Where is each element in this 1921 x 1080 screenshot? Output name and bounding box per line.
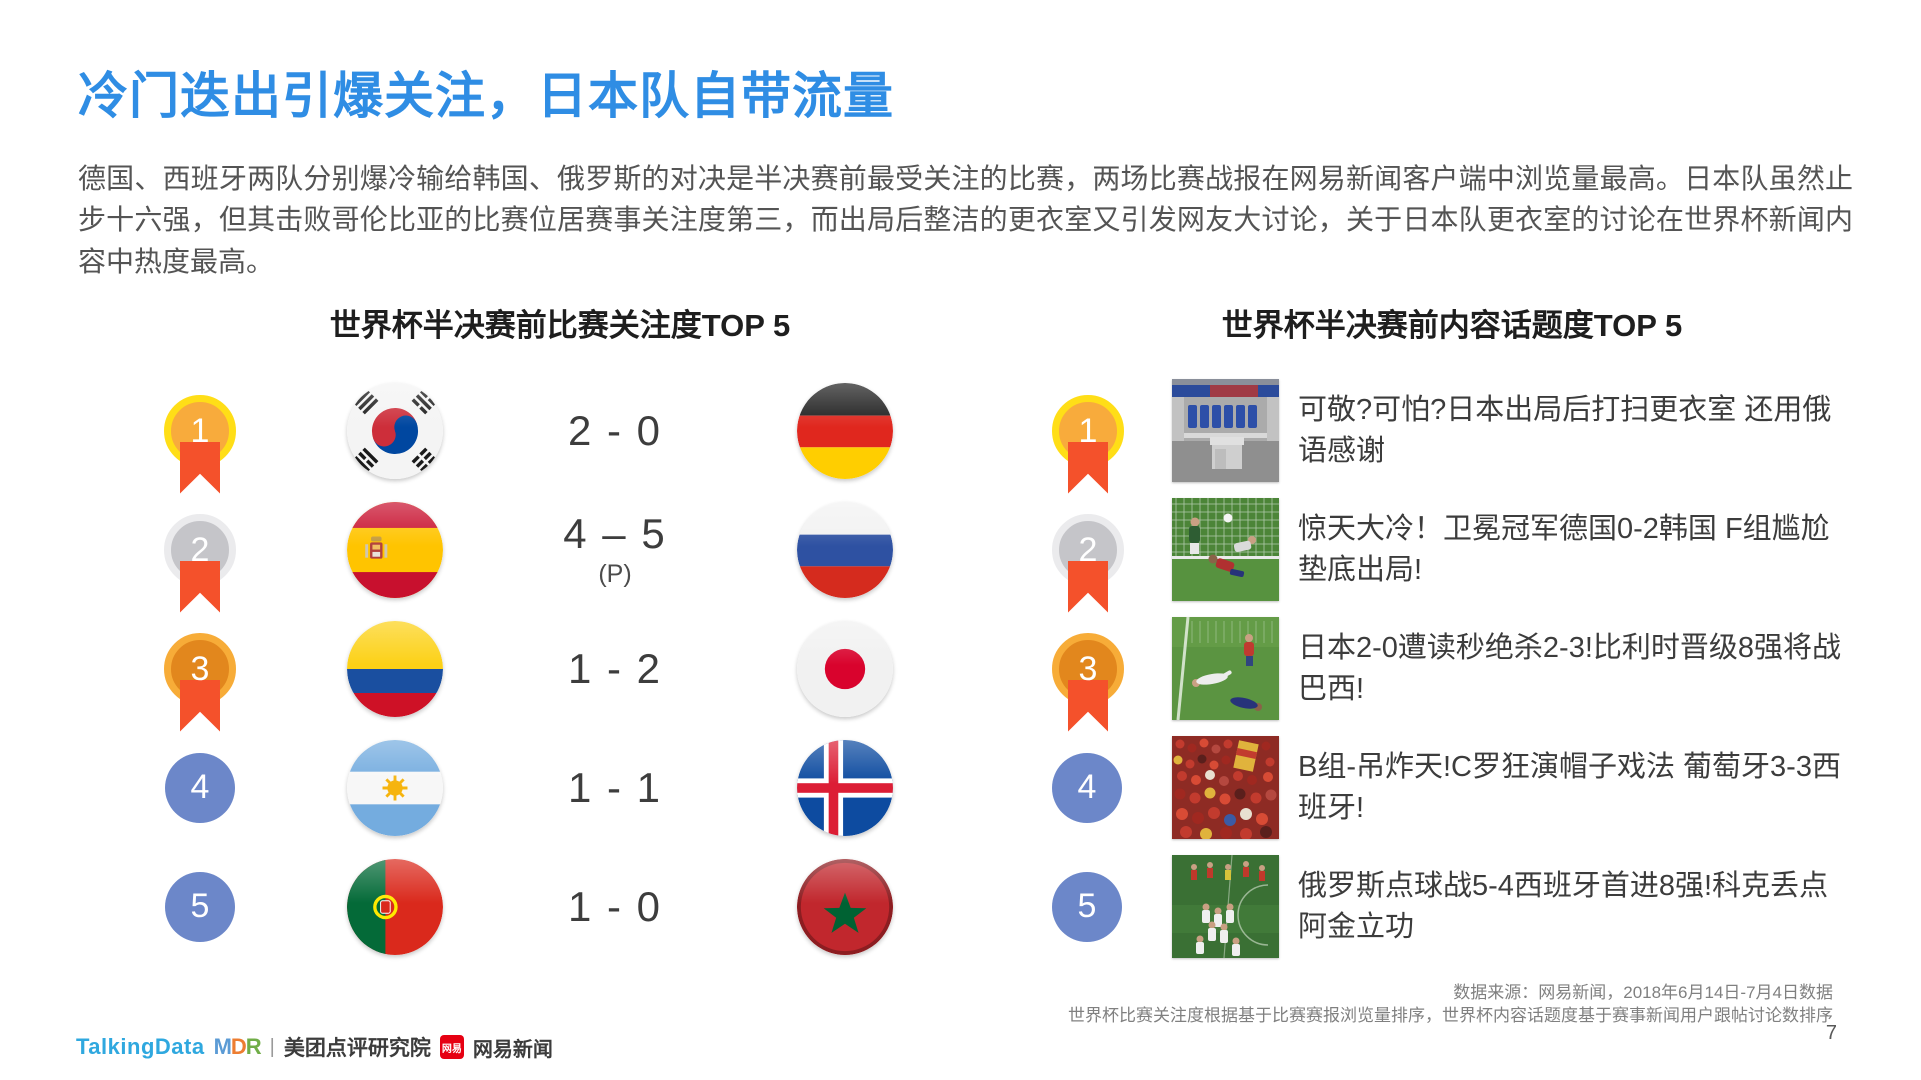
match-attention-panel: 世界杯半决赛前比赛关注度TOP 5 1 bbox=[135, 300, 985, 966]
russia-flag-icon bbox=[797, 501, 893, 598]
news-headline: 惊天大冷！卫冕冠军德国0-2韩国 F组尴尬垫底出局! bbox=[1298, 513, 1830, 586]
penalty-celebration-photo bbox=[1172, 855, 1279, 958]
score: 1 - 2 bbox=[567, 644, 663, 692]
japan-belgium-pitch-photo bbox=[1172, 617, 1279, 720]
logo-separator: | bbox=[269, 1035, 275, 1058]
rank-5-badge: 5 bbox=[165, 871, 235, 942]
iceland-flag-icon bbox=[797, 739, 893, 836]
rank-label: 2 bbox=[190, 530, 210, 569]
bronze-medal-icon: 3 bbox=[1052, 632, 1124, 705]
source-line-2: 世界杯比赛关注度根据基于比赛赛报浏览量排序，世界杯内容话题度基于赛事新闻用户跟帖… bbox=[1068, 1005, 1833, 1025]
list-item: 3 bbox=[1052, 609, 1852, 728]
data-source-note: 数据来源：网易新闻，2018年6月14日-7月4日数据 世界杯比赛关注度根据基于… bbox=[1068, 982, 1833, 1028]
germany-flag-icon bbox=[797, 382, 893, 479]
japan-flag-icon bbox=[797, 620, 893, 717]
score: 4 – 5 bbox=[563, 510, 667, 557]
match-attention-title: 世界杯半决赛前比赛关注度TOP 5 bbox=[329, 308, 791, 343]
mdr-letter-m: M bbox=[213, 1034, 232, 1059]
rank-label: 2 bbox=[1078, 530, 1098, 569]
table-row: 2 bbox=[135, 490, 985, 609]
news-rows: 1 bbox=[1052, 371, 1852, 966]
gold-medal-icon: 1 bbox=[164, 394, 236, 467]
news-headline: 可敬?可怕?日本出局后打扫更衣室 还用俄语感谢 bbox=[1298, 394, 1832, 467]
score-cell: 1 - 2 bbox=[568, 645, 662, 693]
south-korea-flag-icon bbox=[347, 382, 443, 479]
rank-label: 1 bbox=[1078, 411, 1098, 450]
mdr-letter-r: R bbox=[245, 1034, 262, 1059]
source-line-1: 数据来源：网易新闻，2018年6月14日-7月4日数据 bbox=[1453, 983, 1833, 1002]
penalty-note: (P) bbox=[598, 560, 632, 588]
portugal-flag-icon bbox=[347, 858, 443, 955]
mdr-letter-d: D bbox=[230, 1034, 247, 1059]
table-row: 3 1 - 2 bbox=[135, 609, 985, 728]
list-item: 1 bbox=[1052, 371, 1852, 490]
score-cell: 1 - 1 bbox=[568, 764, 662, 812]
rank-label: 3 bbox=[190, 649, 210, 688]
score-cell: 1 - 0 bbox=[568, 883, 662, 931]
rank-5-badge: 5 bbox=[1052, 871, 1122, 942]
score: 1 - 0 bbox=[567, 882, 663, 930]
silver-medal-icon: 2 bbox=[164, 513, 236, 586]
rank-4-badge: 4 bbox=[165, 752, 235, 823]
bronze-medal-icon: 3 bbox=[164, 632, 236, 705]
rank-label: 5 bbox=[190, 887, 210, 925]
locker-room-photo bbox=[1172, 379, 1279, 482]
talkingdata-logo: TalkingData bbox=[76, 1034, 205, 1059]
germany-korea-goal-photo bbox=[1172, 498, 1279, 601]
intro-paragraph: 德国、西班牙两队分别爆冷输给韩国、俄罗斯的对决是半决赛前最受关注的比赛，两场比赛… bbox=[78, 163, 1853, 277]
netease-news-logo: 网易新闻 bbox=[472, 1038, 553, 1061]
match-rows: 1 bbox=[135, 371, 985, 966]
silver-medal-icon: 2 bbox=[1052, 513, 1124, 586]
news-headline: 俄罗斯点球战5-4西班牙首进8强!科克丢点阿金立功 bbox=[1298, 870, 1829, 943]
rank-4-badge: 4 bbox=[1052, 752, 1122, 823]
rank-label: 4 bbox=[190, 768, 210, 806]
mdr-logo: MDR bbox=[213, 1034, 262, 1060]
argentina-flag-icon bbox=[347, 739, 443, 836]
footer-logos: TalkingData MDR | 美团点评研究院 网易 网易新闻 bbox=[76, 1032, 553, 1062]
score: 1 - 1 bbox=[567, 763, 663, 811]
list-item: 2 bbox=[1052, 490, 1852, 609]
table-row: 4 1 - 1 bbox=[135, 728, 985, 847]
rank-label: 5 bbox=[1077, 887, 1097, 925]
news-headline: 日本2-0遭读秒绝杀2-3!比利时晋级8强将战巴西! bbox=[1298, 632, 1842, 705]
rank-label: 4 bbox=[1077, 768, 1097, 806]
morocco-flag-icon bbox=[797, 858, 893, 955]
netease-badge-icon: 网易 bbox=[439, 1035, 464, 1059]
news-headline: B组-吊炸天!C罗狂演帽子戏法 葡萄牙3-3西班牙! bbox=[1298, 751, 1841, 824]
gold-medal-icon: 1 bbox=[1052, 394, 1124, 467]
colombia-flag-icon bbox=[347, 620, 443, 717]
meituan-dianping-research-logo: 美团点评研究院 bbox=[283, 1037, 431, 1060]
rank-label: 3 bbox=[1078, 649, 1098, 688]
score-cell: 2 - 0 bbox=[568, 407, 662, 455]
score: 2 - 0 bbox=[567, 406, 663, 454]
rank-label: 1 bbox=[190, 411, 210, 450]
fans-crowd-photo bbox=[1172, 736, 1279, 839]
list-item: 5 bbox=[1052, 847, 1852, 966]
content-topic-panel: 世界杯半决赛前内容话题度TOP 5 1 bbox=[1052, 300, 1852, 966]
page-number: 7 bbox=[1825, 1022, 1837, 1044]
list-item: 4 bbox=[1052, 728, 1852, 847]
score-cell: 4 – 5 (P) bbox=[563, 510, 666, 589]
content-topic-title: 世界杯半决赛前内容话题度TOP 5 bbox=[1221, 308, 1683, 343]
page-title: 冷门迭出引爆关注，日本队自带流量 bbox=[78, 68, 894, 124]
table-row: 1 bbox=[135, 371, 985, 490]
spain-flag-icon bbox=[347, 501, 443, 598]
table-row: 5 1 - 0 bbox=[135, 847, 985, 966]
